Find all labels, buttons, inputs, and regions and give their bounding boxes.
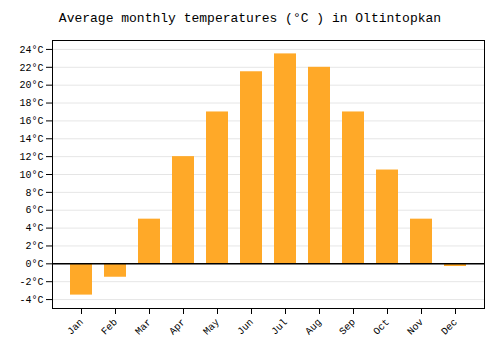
svg-text:2°C: 2°C	[25, 241, 43, 252]
svg-text:-4°C: -4°C	[19, 295, 43, 306]
svg-text:Dec: Dec	[439, 317, 460, 338]
svg-text:18°C: 18°C	[19, 98, 43, 109]
svg-text:Nov: Nov	[405, 317, 426, 338]
html-text:Average monthly temperatures (: Average monthly temperatures (°C ) in Ol…	[58, 11, 442, 26]
svg-text:20°C: 20°C	[19, 80, 43, 91]
svg-text:-2°C: -2°C	[19, 277, 43, 288]
svg-text:Mar: Mar	[133, 317, 154, 338]
svg-text:Jun: Jun	[235, 317, 256, 338]
svg-text:10°C: 10°C	[19, 170, 43, 181]
svg-text:14°C: 14°C	[19, 134, 43, 145]
svg-text:Oct: Oct	[371, 317, 392, 338]
svg-text:8°C: 8°C	[25, 188, 43, 199]
svg-text:Aug: Aug	[303, 317, 324, 338]
svg-text:16°C: 16°C	[19, 116, 43, 127]
svg-text:Jul: Jul	[269, 317, 290, 338]
svg-text:22°C: 22°C	[19, 63, 43, 74]
svg-text:Sep: Sep	[337, 317, 358, 338]
svg-text:6°C: 6°C	[25, 205, 43, 216]
svg-text:Apr: Apr	[167, 317, 188, 338]
svg-text:0°C: 0°C	[25, 259, 43, 270]
svg-text:May: May	[201, 317, 222, 338]
svg-text:24°C: 24°C	[19, 45, 43, 56]
svg-text:Jan: Jan	[65, 317, 86, 338]
svg-text:Feb: Feb	[99, 317, 120, 338]
svg-text:12°C: 12°C	[19, 152, 43, 163]
svg-text:4°C: 4°C	[25, 223, 43, 234]
